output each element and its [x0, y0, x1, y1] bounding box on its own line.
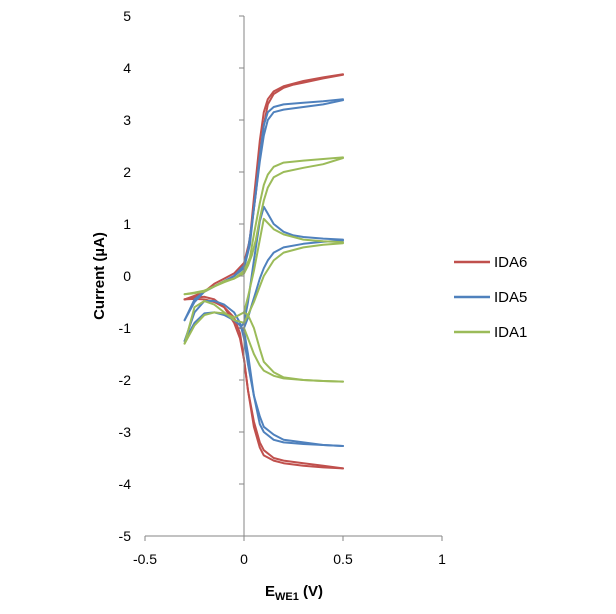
- series-ida1-curve: [183, 217, 344, 345]
- legend-item-ida5: IDA5: [454, 289, 527, 306]
- series-ida6-curve: [183, 73, 344, 301]
- series-ida5-curve: [183, 300, 344, 447]
- series-ida1-curve: [243, 311, 344, 383]
- y-tick-label: -3: [119, 424, 132, 440]
- series-ida1-curve: [183, 242, 344, 345]
- series-ida5-curve: [243, 239, 344, 329]
- y-tick-label: -1: [119, 320, 132, 336]
- y-tick-label: 4: [123, 60, 131, 76]
- x-axis-title-main: E: [265, 583, 275, 600]
- legend-label: IDA1: [494, 324, 527, 341]
- series-ida5-curve: [239, 205, 344, 329]
- x-axis-title: EWE1 (V): [265, 583, 323, 603]
- x-axis-title-subscript: WE1: [275, 591, 299, 603]
- series-ida1-curve: [243, 327, 344, 383]
- series-ida1-curve: [183, 157, 344, 296]
- x-tick-label: 0.5: [333, 551, 353, 567]
- x-tick-label: -0.5: [133, 551, 157, 567]
- legend-item-ida1: IDA1: [454, 324, 527, 341]
- series-ida1: [183, 156, 344, 383]
- legend-label: IDA6: [494, 254, 527, 271]
- legend-label: IDA5: [494, 289, 527, 306]
- series-ida5: [183, 98, 344, 447]
- y-axis-title: Current (µA): [91, 232, 108, 320]
- y-tick-label: 1: [123, 216, 131, 232]
- y-tick-label: 0: [123, 268, 131, 284]
- legend-item-ida6: IDA6: [454, 254, 527, 271]
- y-tick-label: 5: [123, 8, 131, 24]
- x-tick-label: 1: [438, 551, 446, 567]
- series-ida1-curve: [183, 156, 344, 296]
- series-ida6-curve: [183, 295, 344, 470]
- legend: IDA6 IDA5 IDA1: [454, 254, 527, 341]
- y-tick-label: -2: [119, 372, 132, 388]
- y-tick-label: 2: [123, 164, 131, 180]
- series-ida6-curve: [183, 297, 344, 470]
- x-tick-label: 0: [240, 551, 248, 567]
- x-axis-title-unit: (V): [299, 583, 323, 600]
- y-tick-label: -5: [119, 528, 132, 544]
- series-layer: [183, 73, 344, 470]
- y-tick-label: -4: [119, 476, 132, 492]
- axes-layer: -5 -4 -3 -2 -1 0 1 2 3 4 5 -0.5 0 0.5 1: [119, 8, 447, 567]
- y-tick-label: 3: [123, 112, 131, 128]
